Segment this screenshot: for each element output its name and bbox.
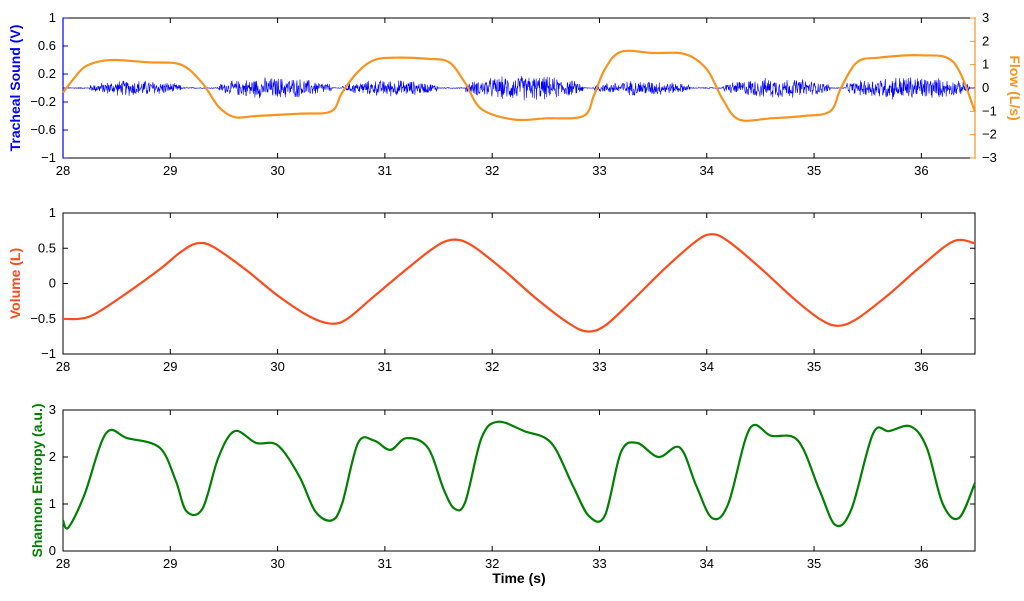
chart-panel-2: 28 29 30 31 32 33 34 35 36 −1 −0.5 0 0.5 1 Volume (L): [7, 205, 976, 374]
series-tracheal-sound: [63, 76, 975, 101]
y2-tick-label: 0: [982, 80, 989, 95]
y2-axis-title: Flow (L/s): [1007, 55, 1023, 120]
series-flow: [62, 49, 977, 122]
series-volume: [62, 233, 976, 333]
chart-panel-3: 28 29 30 31 32 33 34 35 36 0 1 2 3 Shannon Entropy (a…: [29, 402, 977, 586]
y-axis-title: Tracheal Sound (V): [7, 25, 23, 152]
x-tick-label: 30: [270, 359, 284, 374]
x-tick-label: 29: [163, 163, 177, 178]
y2-tick-label: −2: [982, 127, 997, 142]
y-tick-label: −1: [41, 346, 56, 361]
x-tick-label: 32: [485, 163, 499, 178]
x-tick-label: 29: [163, 556, 177, 571]
y-tick-label: 0.5: [38, 240, 56, 255]
y2-tick-label: 2: [982, 33, 989, 48]
x-tick-label: 29: [163, 359, 177, 374]
x-tick-label: 34: [700, 359, 714, 374]
x-tick-label: 28: [56, 359, 70, 374]
x-tick-label: 35: [807, 556, 821, 571]
x-tick-label: 33: [592, 556, 606, 571]
x-tick-label: 34: [700, 163, 714, 178]
x-tick-label: 32: [485, 359, 499, 374]
y-tick-label: −0.2: [30, 94, 56, 109]
y-tick-label: 1: [49, 205, 56, 220]
y-axis-title: Volume (L): [7, 248, 23, 319]
y-axis-title: Shannon Entropy (a.u.): [29, 404, 45, 558]
x-tick-label: 28: [56, 163, 70, 178]
x-tick-label: 35: [807, 359, 821, 374]
y-tick-label: 0: [49, 276, 56, 291]
y-tick-label: 0.6: [38, 38, 56, 53]
x-tick-label: 36: [914, 359, 928, 374]
y-tick-label: −0.6: [30, 122, 56, 137]
y-tick-label: 1: [49, 496, 56, 511]
x-tick-label: 32: [485, 556, 499, 571]
x-tick-label: 28: [56, 556, 70, 571]
x-tick-label: 36: [914, 556, 928, 571]
y-tick-label: 0.2: [38, 66, 56, 81]
y2-tick-label: 3: [982, 10, 989, 25]
chart-panel-1: 28 29 30 31 32 33 34 35 36−1−0.6−0.20.20.61Trach…: [7, 10, 1023, 178]
plot-area: [62, 409, 976, 552]
x-tick-label: 34: [700, 556, 714, 571]
series-shannon-entropy: [61, 420, 977, 530]
x-tick-label: 31: [378, 556, 392, 571]
x-tick-label: 33: [592, 163, 606, 178]
y-tick-label: 1: [49, 10, 56, 25]
x-tick-label: 36: [914, 163, 928, 178]
y2-tick-label: −3: [982, 150, 997, 165]
x-tick-label: 31: [378, 359, 392, 374]
y-tick-label: 0: [49, 543, 56, 558]
y2-tick-label: 1: [982, 57, 989, 72]
x-axis-title: Time (s): [492, 570, 545, 586]
y2-tick-label: −1: [982, 103, 997, 118]
x-tick-label: 30: [270, 556, 284, 571]
y-tick-label: 3: [49, 402, 56, 417]
y-tick-label: 2: [49, 449, 56, 464]
x-tick-label: 31: [378, 163, 392, 178]
x-tick-label: 33: [592, 359, 606, 374]
x-tick-label: 30: [270, 163, 284, 178]
x-tick-label: 35: [807, 163, 821, 178]
y-tick-label: −0.5: [30, 311, 56, 326]
y-tick-label: −1: [41, 150, 56, 165]
